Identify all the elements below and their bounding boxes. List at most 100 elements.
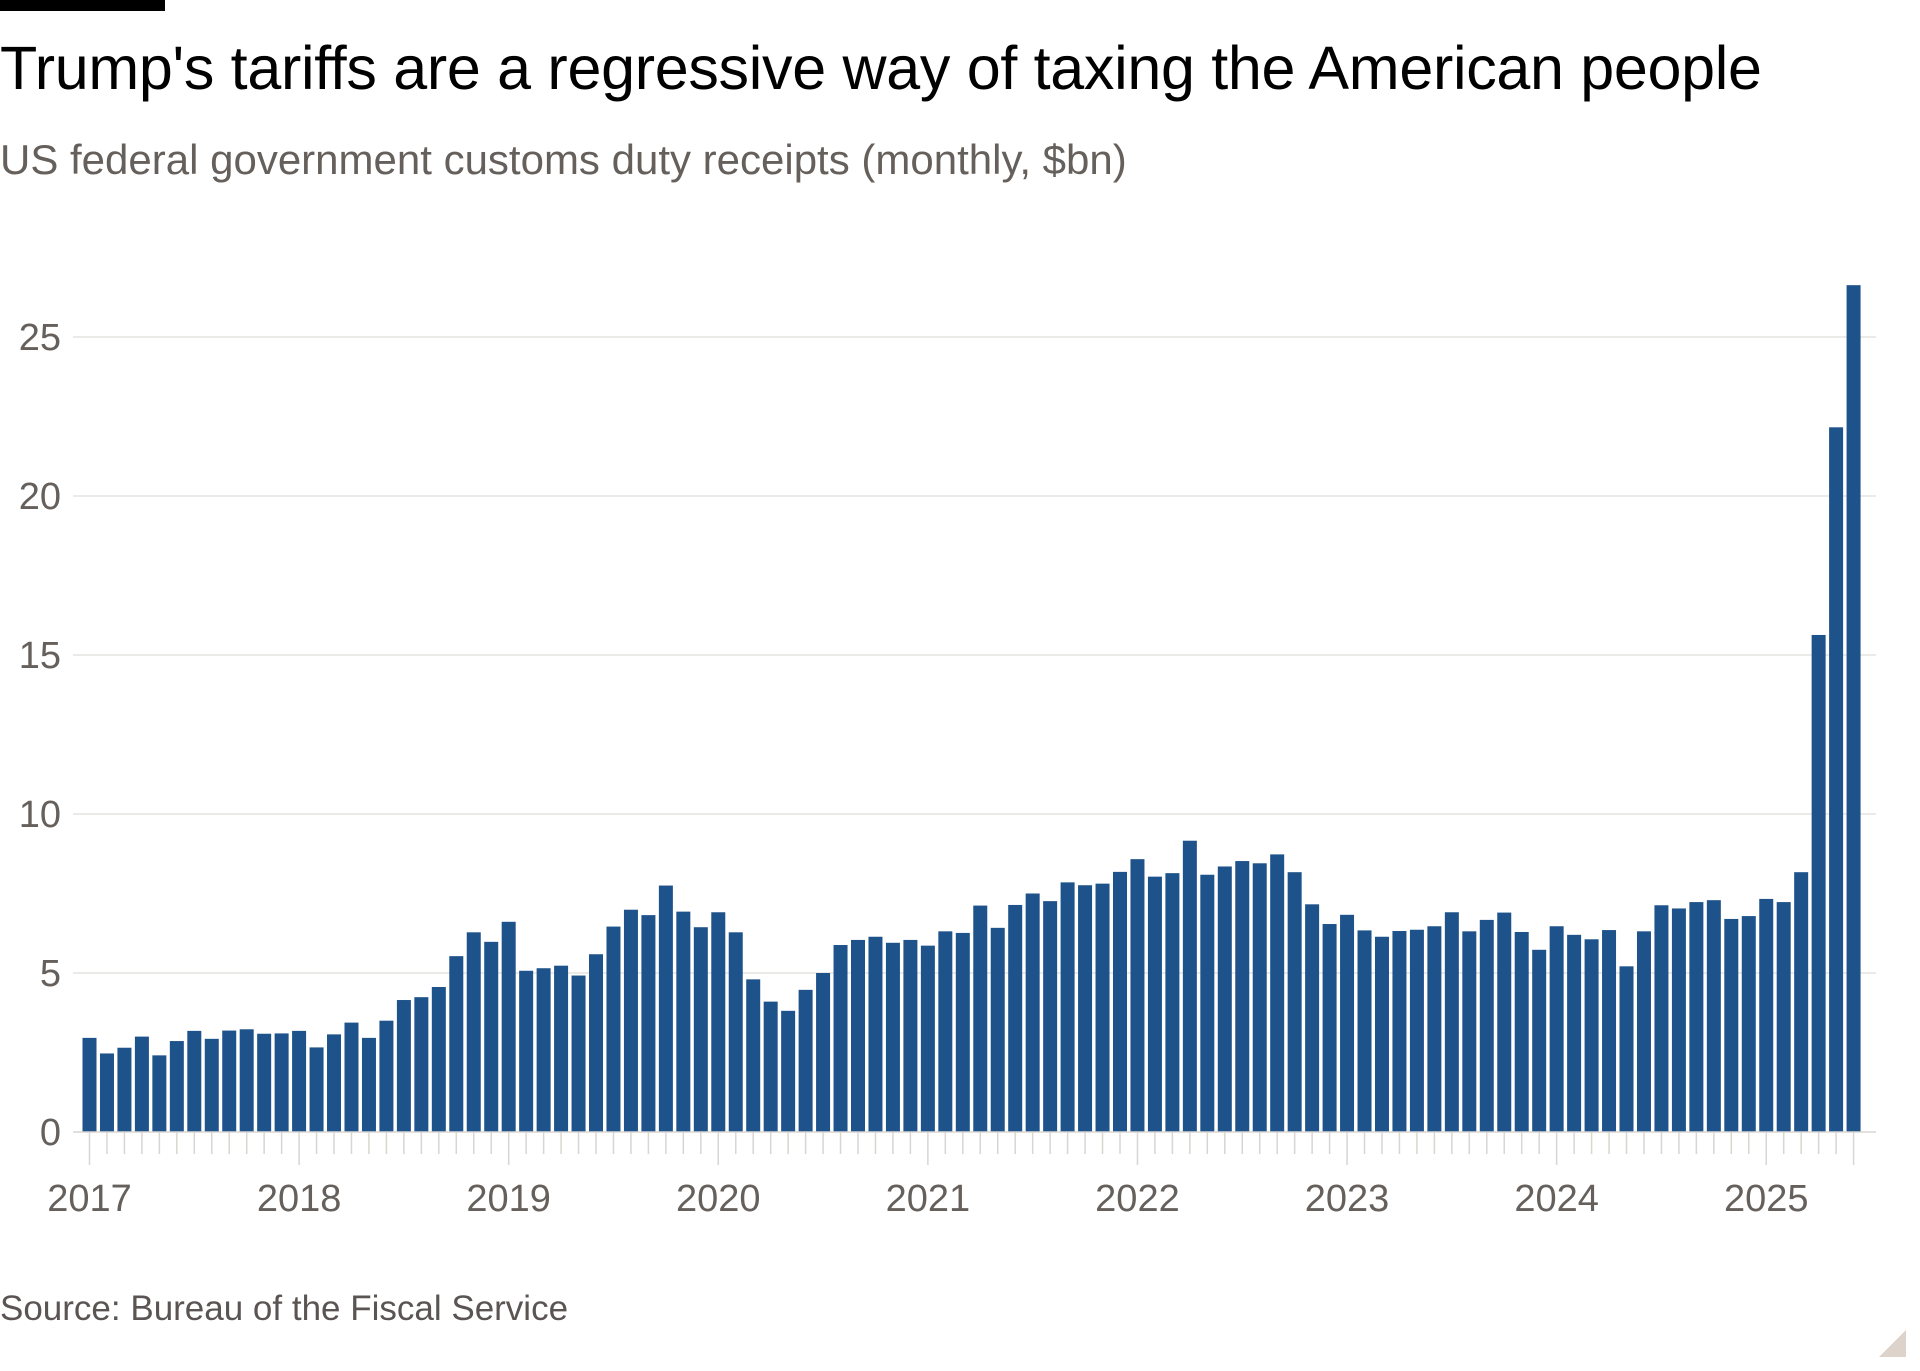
bar: [1305, 904, 1320, 1132]
bar: [1829, 427, 1844, 1132]
y-gridlines: [73, 336, 1876, 974]
bar: [1514, 931, 1529, 1132]
bar: [1165, 873, 1180, 1132]
bar: [1182, 840, 1197, 1132]
bar: [117, 1047, 132, 1132]
bar: [781, 1010, 796, 1132]
bar: [187, 1030, 202, 1132]
bar: [955, 932, 970, 1132]
bar: [990, 927, 1005, 1132]
bar: [1095, 883, 1110, 1132]
bar: [1270, 854, 1285, 1132]
source-note: Source: Bureau of the Fiscal Service: [0, 1289, 569, 1328]
y-tick-label: 15: [19, 635, 61, 677]
bar: [1497, 912, 1512, 1132]
bar: [798, 989, 813, 1132]
bar: [449, 956, 464, 1132]
bar: [1741, 916, 1756, 1132]
corner-fold-icon: [1879, 1330, 1906, 1357]
x-axis: [73, 1131, 1876, 1165]
bar: [1043, 901, 1058, 1132]
bar: [257, 1033, 272, 1132]
bar: [1724, 918, 1739, 1132]
chart-subtitle: US federal government customs duty recei…: [0, 136, 1127, 183]
bar: [1374, 936, 1389, 1132]
x-tick-label: 2024: [1514, 1178, 1599, 1220]
bar: [1427, 926, 1442, 1132]
bar: [606, 926, 621, 1132]
bar: [536, 968, 551, 1132]
bar: [1479, 919, 1494, 1132]
bar: [1532, 949, 1547, 1132]
bar: [641, 915, 656, 1132]
bar: [484, 941, 499, 1132]
bar: [152, 1055, 167, 1132]
bar: [1846, 285, 1861, 1132]
bar: [519, 970, 534, 1132]
y-tick-label: 20: [19, 476, 61, 518]
bar: [274, 1033, 289, 1132]
bar: [868, 936, 883, 1132]
bar: [1217, 866, 1232, 1132]
bar: [1235, 861, 1250, 1132]
bar: [1776, 902, 1791, 1132]
bar: [1636, 931, 1651, 1132]
x-axis-labels: 2017 2018 2019 2020 2021 2022 2023 2024 2025: [47, 1178, 1808, 1220]
bar: [920, 945, 935, 1132]
bar: [1078, 885, 1093, 1132]
y-tick-label: 5: [40, 953, 61, 995]
bar: [1025, 893, 1040, 1132]
bar: [327, 1034, 342, 1132]
bar: [728, 932, 743, 1132]
bar: [763, 1001, 778, 1132]
bar: [1060, 882, 1075, 1132]
bar: [222, 1030, 237, 1132]
bar: [1584, 939, 1599, 1132]
bar: [1567, 934, 1582, 1132]
bar: [746, 979, 761, 1132]
bar: [292, 1030, 307, 1132]
bar: [1322, 924, 1337, 1132]
bar: [693, 927, 708, 1132]
bar: [1287, 872, 1302, 1132]
bar: [903, 939, 918, 1132]
y-tick-label: 10: [19, 794, 61, 836]
bar: [1602, 930, 1617, 1132]
bar: [623, 909, 638, 1132]
bar: [1759, 898, 1774, 1132]
bar: [344, 1022, 359, 1132]
x-tick-label: 2023: [1305, 1178, 1390, 1220]
bar: [379, 1020, 394, 1132]
bar: [938, 931, 953, 1132]
bar: [396, 1000, 411, 1132]
bar: [589, 954, 604, 1132]
bar: [658, 885, 673, 1132]
x-tick-label: 2018: [257, 1178, 342, 1220]
bar: [1689, 902, 1704, 1132]
bar: [1462, 931, 1477, 1132]
bar: [1008, 904, 1023, 1132]
bar: [711, 912, 726, 1132]
bar: [1147, 876, 1162, 1132]
bar: [99, 1053, 114, 1132]
bar: [1794, 872, 1809, 1132]
bar: [1671, 908, 1686, 1132]
bar: [1392, 931, 1407, 1132]
bar: [1112, 871, 1127, 1132]
x-tick-label: 2017: [47, 1178, 132, 1220]
chart-title: Trump's tariffs are a regressive way of …: [0, 34, 1762, 102]
bar: [204, 1038, 219, 1132]
x-tick-label: 2020: [676, 1178, 761, 1220]
bar: [414, 997, 429, 1132]
bar: [1549, 926, 1564, 1132]
y-axis-labels: 0 5 10 15 20 25: [19, 317, 61, 1154]
bar: [1619, 966, 1634, 1132]
bar: [816, 973, 831, 1132]
bar: [1811, 634, 1826, 1132]
x-tick-label: 2019: [466, 1178, 551, 1220]
bar: [466, 932, 481, 1132]
bar: [361, 1037, 376, 1132]
bar: [1706, 900, 1721, 1132]
bar: [501, 921, 516, 1132]
